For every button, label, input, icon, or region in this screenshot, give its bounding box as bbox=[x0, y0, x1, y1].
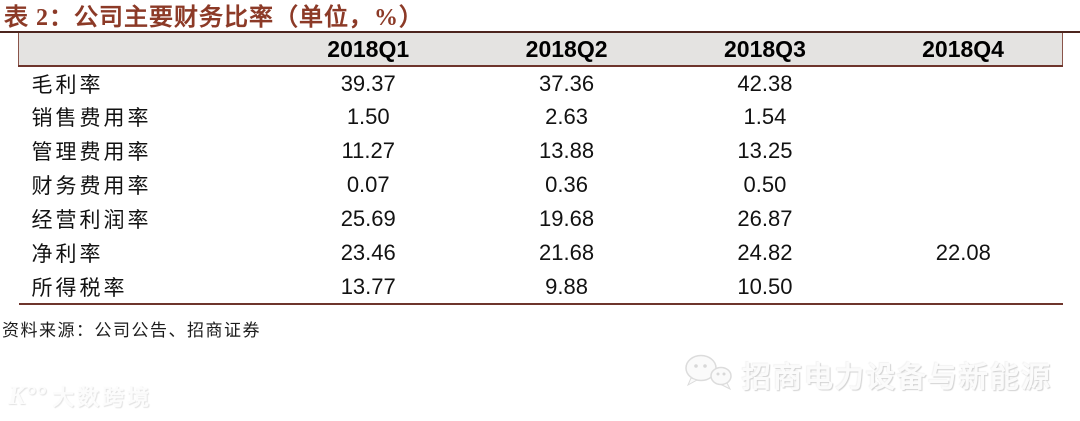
value-cell: 39.37 bbox=[340, 70, 396, 96]
value-cell: 0.50 bbox=[743, 172, 787, 197]
row-label: 销售费用率 bbox=[31, 106, 152, 130]
value-cell: 2.63 bbox=[545, 104, 588, 129]
value-cell bbox=[864, 134, 1062, 168]
value-cell: 13.77 bbox=[269, 270, 468, 305]
row-label: 经营利润率 bbox=[31, 208, 152, 232]
table-row: 财务费用率 0.07 0.36 0.50 bbox=[19, 168, 1063, 202]
value-cell: 24.82 bbox=[737, 240, 793, 265]
table-row: 所得税率 13.77 9.88 10.50 bbox=[18, 270, 1063, 305]
value-cell bbox=[864, 100, 1062, 134]
value-cell: 1.50 bbox=[346, 104, 390, 129]
column-header-2018q3: 2018Q3 bbox=[665, 33, 865, 67]
value-cell: 0.07 bbox=[346, 172, 390, 197]
row-label: 净利率 bbox=[31, 242, 104, 266]
source-note: 资料来源：公司公告、招商证券 bbox=[2, 321, 261, 340]
value-cell bbox=[864, 66, 1062, 100]
value-cell: 10.50 bbox=[665, 270, 865, 305]
value-cell: 42.38 bbox=[737, 70, 793, 96]
value-cell: 22.08 bbox=[935, 240, 991, 265]
value-cell: 25.69 bbox=[340, 206, 396, 231]
value-cell: 13.25 bbox=[737, 138, 793, 163]
watermark-dashukuajing: K°° 大数跨境 bbox=[8, 380, 152, 412]
wechat-icon bbox=[682, 352, 734, 397]
table-title: 表 2：公司主要财务比率（单位，%） bbox=[4, 5, 424, 31]
value-cell: 13.88 bbox=[539, 138, 595, 163]
watermark-cmschina: 招商电力设备与新能源 bbox=[682, 352, 1052, 397]
title-divider bbox=[0, 31, 1080, 33]
column-header-2018q4: 2018Q4 bbox=[864, 33, 1064, 67]
watermark-left-label: 大数跨境 bbox=[52, 385, 153, 410]
value-cell: 1.54 bbox=[743, 104, 787, 129]
table-row: 净利率 23.46 21.68 24.82 22.08 bbox=[19, 236, 1063, 270]
value-cell: 19.68 bbox=[539, 206, 595, 231]
value-cell: 9.88 bbox=[467, 270, 666, 305]
watermark-right-label: 招商电力设备与新能源 bbox=[741, 361, 1052, 394]
value-cell: 37.36 bbox=[539, 70, 595, 96]
row-label: 所得税率 bbox=[18, 270, 270, 305]
row-label: 毛利率 bbox=[31, 72, 104, 97]
financial-ratios-table: 2018Q1 2018Q2 2018Q3 2018Q4 毛利率 39.37 37.3… bbox=[18, 33, 1064, 305]
column-header-2018q2: 2018Q2 bbox=[467, 33, 666, 67]
value-cell: 26.87 bbox=[737, 206, 793, 231]
table-row: 经营利润率 25.69 19.68 26.87 bbox=[19, 202, 1063, 236]
column-header-2018q1: 2018Q1 bbox=[269, 33, 468, 67]
value-cell bbox=[864, 168, 1062, 202]
table-row: 毛利率 39.37 37.36 42.38 bbox=[19, 66, 1063, 100]
table-row: 销售费用率 1.50 2.63 1.54 bbox=[19, 100, 1063, 134]
row-label: 管理费用率 bbox=[31, 140, 152, 164]
header-row: 2018Q1 2018Q2 2018Q3 2018Q4 bbox=[18, 33, 1064, 67]
row-label: 财务费用率 bbox=[31, 174, 152, 198]
dashukuajing-logo-icon: K°° bbox=[8, 381, 47, 410]
value-cell: 11.27 bbox=[341, 138, 395, 163]
value-cell: 21.68 bbox=[539, 240, 595, 265]
table-row: 管理费用率 11.27 13.88 13.25 bbox=[19, 134, 1063, 168]
financial-ratios-table-wrap: 2018Q1 2018Q2 2018Q3 2018Q4 毛利率 39.37 37.3… bbox=[18, 33, 1064, 305]
table-body: 毛利率 39.37 37.36 42.38 销售费用率 1.50 2.63 1.54 管理费用率… bbox=[18, 66, 1063, 305]
value-cell bbox=[864, 270, 1063, 305]
column-header-blank bbox=[18, 33, 270, 67]
value-cell: 23.46 bbox=[340, 240, 396, 265]
value-cell: 0.36 bbox=[545, 172, 588, 197]
value-cell bbox=[864, 202, 1062, 236]
